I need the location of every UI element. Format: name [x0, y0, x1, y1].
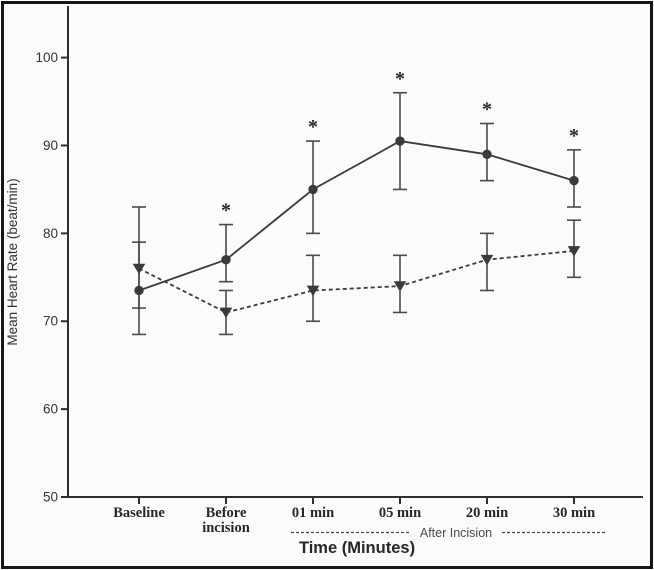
- triangle-down-marker: [567, 246, 581, 257]
- x-tick-label: 05 min: [379, 505, 421, 521]
- solid-circle-series-line: [138, 140, 575, 292]
- axes: [67, 6, 643, 498]
- y-axis-title: Mean Heart Rate (beat/min): [5, 178, 20, 345]
- triangle-down-marker: [393, 281, 407, 292]
- circle-marker: [308, 184, 318, 195]
- x-tick-label: Baseline: [113, 505, 165, 521]
- y-tick-label: 100: [35, 50, 58, 65]
- significance-asterisk: *: [569, 125, 579, 147]
- x-tick-label: 30 min: [553, 505, 595, 521]
- y-tick-label: 50: [43, 490, 58, 505]
- dashed-triangle-series-line: [138, 250, 575, 314]
- y-tick-label: 70: [43, 314, 58, 329]
- y-tick-label: 60: [43, 402, 58, 417]
- error-bars: [132, 91, 581, 336]
- y-tick-label: 90: [43, 138, 58, 153]
- y-axis-ticks: 50 60 70 80 90 100: [35, 50, 68, 505]
- x-tick-label: 01 min: [292, 505, 334, 521]
- circle-marker: [482, 149, 492, 159]
- x-tick-label: Before: [206, 505, 247, 521]
- significance-asterisk: *: [482, 99, 492, 121]
- circle-marker: [569, 175, 579, 186]
- circle-marker: [395, 136, 405, 146]
- x-tick-label: 20 min: [466, 505, 508, 521]
- y-tick-label: 80: [43, 226, 58, 241]
- x-axis-title: Time (Minutes): [299, 539, 415, 557]
- triangle-down-marker: [219, 307, 233, 319]
- significance-asterisk: *: [308, 116, 318, 138]
- triangle-down-marker: [132, 263, 146, 275]
- after-incision-annotation: After Incision: [291, 526, 606, 540]
- after-incision-label: After Incision: [420, 526, 492, 540]
- significance-asterisk: *: [221, 200, 231, 222]
- triangle-down-marker: [306, 285, 320, 297]
- circle-marker: [134, 285, 144, 296]
- triangle-down-marker: [480, 254, 494, 266]
- significance-asterisk: *: [395, 68, 405, 90]
- circle-marker: [221, 255, 231, 265]
- significance-asterisks: * * * * *: [221, 68, 579, 222]
- markers: [132, 136, 581, 319]
- x-tick-label: incision: [202, 520, 250, 536]
